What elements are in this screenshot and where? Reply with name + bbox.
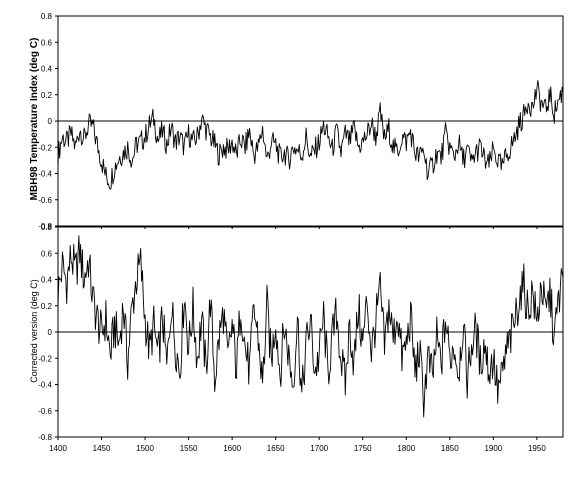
x-tick-label: 1850 bbox=[441, 444, 459, 453]
y-tick-label: -0.4 bbox=[38, 170, 52, 179]
y-tick-label: 0.4 bbox=[41, 276, 53, 285]
x-tick-label: 1550 bbox=[180, 444, 198, 453]
y-tick-label: -0.4 bbox=[38, 381, 52, 390]
y-tick-label: 0.8 bbox=[41, 223, 53, 232]
x-tick-label: 1900 bbox=[484, 444, 502, 453]
x-tick-label: 1400 bbox=[49, 444, 67, 453]
y-tick-label: -0.8 bbox=[38, 433, 52, 442]
y-tick-label: -0.8 bbox=[38, 222, 52, 231]
y-tick-label: 0.2 bbox=[41, 302, 53, 311]
chart-corrected: Corrected version (deg C) 0.8 0.6 0.4 0.2 0 -… bbox=[29, 223, 564, 453]
y-axis-label: MBH98 Temperature Index (deg C) bbox=[29, 38, 40, 201]
y-tick-label: -0.2 bbox=[38, 354, 52, 363]
chart-mbh98: MBH98 Temperature Index (deg C) 0.8 0.6 0.… bbox=[29, 12, 564, 231]
y-tick-label: -0.6 bbox=[38, 407, 52, 416]
y-tick-label: 0.2 bbox=[41, 91, 53, 100]
y-tick-label: 0.8 bbox=[41, 12, 53, 21]
series-line bbox=[57, 79, 564, 190]
x-tick-label: 1950 bbox=[528, 444, 546, 453]
x-tick-label: 1700 bbox=[310, 444, 328, 453]
y-tick-label: -0.6 bbox=[38, 196, 52, 205]
y-tick-label: 0.6 bbox=[41, 249, 53, 258]
y-tick-label: 0.6 bbox=[41, 38, 53, 47]
x-tick-label: 1450 bbox=[93, 444, 111, 453]
x-tick-label: 1600 bbox=[223, 444, 241, 453]
y-tick-label: 0.4 bbox=[41, 65, 53, 74]
series-line bbox=[57, 235, 564, 418]
y-tick-label: 0 bbox=[48, 117, 53, 126]
y-tick-label: 0 bbox=[48, 328, 53, 337]
x-tick-label: 1800 bbox=[397, 444, 415, 453]
y-tick-label: -0.2 bbox=[38, 143, 52, 152]
x-tick-label: 1750 bbox=[354, 444, 372, 453]
y-axis-label: Corrected version (deg C) bbox=[29, 279, 39, 383]
x-tick-label: 1500 bbox=[136, 444, 154, 453]
x-tick-label: 1650 bbox=[267, 444, 285, 453]
